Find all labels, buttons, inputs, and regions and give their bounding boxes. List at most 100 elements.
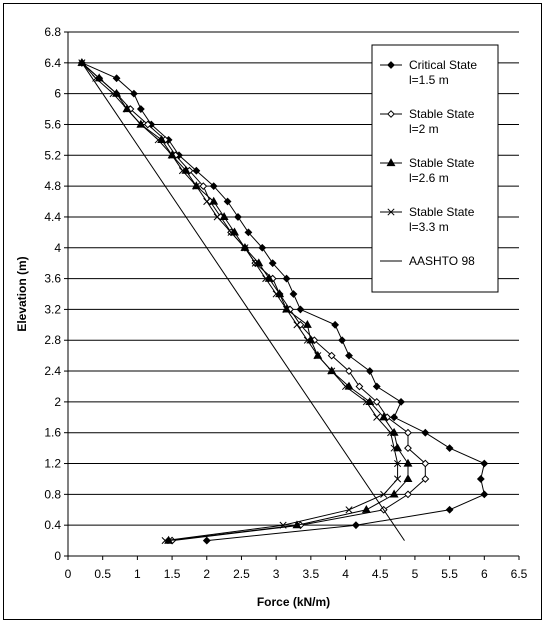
- x-tick-label: 2.5: [233, 567, 250, 581]
- data-point: [404, 490, 412, 499]
- y-tick-label: 2.8: [44, 333, 61, 347]
- data-point: [338, 336, 346, 345]
- y-tick-label: 0.8: [44, 487, 61, 501]
- data-point: [251, 259, 259, 267]
- series-group: [77, 58, 489, 545]
- data-point: [372, 382, 381, 391]
- legend-label: Stable State: [409, 205, 475, 219]
- data-point: [387, 110, 395, 118]
- data-point: [282, 274, 291, 283]
- data-point: [223, 197, 232, 206]
- data-point: [241, 244, 249, 252]
- data-point: [387, 61, 395, 69]
- data-point: [355, 382, 364, 391]
- legend-label: l=3.3 m: [409, 220, 449, 234]
- y-tick-label: 4.8: [44, 179, 61, 193]
- x-tick-label: 4.5: [372, 567, 389, 581]
- data-point: [386, 158, 396, 167]
- y-tick-label: 6.4: [44, 56, 61, 70]
- y-tick-label: 5.6: [44, 117, 61, 131]
- data-point: [328, 367, 336, 375]
- data-point: [327, 351, 336, 360]
- data-point: [199, 182, 208, 191]
- y-tick-label: 1.6: [44, 426, 61, 440]
- data-point: [130, 89, 138, 98]
- data-point: [365, 367, 374, 375]
- data-point: [380, 490, 388, 498]
- data-point: [289, 290, 298, 298]
- legend-label: Stable State: [409, 156, 475, 170]
- chart-frame: 0 0.4 0.8 1.2 1.6 2 2.4 2.8 3.2 3.6 4 4.4 4.8 5.2 5.6 6…: [3, 3, 542, 620]
- data-point: [314, 352, 322, 360]
- legend-box: [371, 44, 499, 293]
- data-point: [403, 474, 413, 483]
- y-tick-label: 1.2: [44, 457, 61, 471]
- data-point: [445, 444, 454, 453]
- series-line: [81, 62, 399, 542]
- data-point: [331, 320, 340, 329]
- data-point: [389, 489, 399, 498]
- data-point: [209, 182, 218, 191]
- data-point: [352, 521, 360, 530]
- data-point: [390, 444, 398, 452]
- data-point: [341, 382, 350, 391]
- x-tick-label: 5: [412, 567, 419, 581]
- data-point: [192, 166, 201, 175]
- data-point: [394, 459, 402, 468]
- x-tick-label: 2: [203, 567, 210, 581]
- data-point: [143, 120, 152, 129]
- data-point: [283, 305, 291, 313]
- y-tick-label: 0: [54, 549, 61, 563]
- data-point: [279, 521, 287, 529]
- data-point: [345, 506, 353, 514]
- data-point: [178, 167, 187, 175]
- data-point: [112, 74, 121, 83]
- data-point: [123, 105, 131, 113]
- y-tick-label: 2.4: [44, 364, 61, 378]
- data-point: [404, 444, 412, 453]
- series-line: [81, 62, 485, 542]
- data-point: [137, 120, 145, 129]
- legend-label: Critical State: [409, 58, 477, 72]
- y-tick-label: 4: [54, 241, 61, 255]
- y-tick-labels: 0 0.4 0.8 1.2 1.6 2 2.4 2.8 3.2 3.6 4 4.4 4.8 5.2 5.6 6…: [44, 25, 61, 563]
- data-point: [192, 182, 200, 190]
- x-tick-label: 5.5: [441, 567, 458, 581]
- x-tick-label: 4: [342, 567, 349, 581]
- data-point: [387, 208, 395, 216]
- legend-label: l=2.6 m: [409, 171, 449, 185]
- series-2: [77, 58, 430, 545]
- data-point: [219, 212, 229, 221]
- data-point: [268, 259, 277, 268]
- series-4: [78, 59, 402, 545]
- y-tick-label: 2: [54, 395, 61, 409]
- data-point: [296, 305, 305, 314]
- data-point: [361, 504, 371, 513]
- data-point: [403, 458, 413, 467]
- data-point: [213, 213, 221, 221]
- data-point: [476, 475, 485, 483]
- data-point: [345, 351, 353, 360]
- y-axis-title: Elevation (m): [15, 256, 29, 331]
- data-point: [292, 520, 302, 529]
- data-point: [136, 105, 145, 113]
- data-point: [387, 429, 395, 437]
- x-tick-label: 1: [134, 567, 141, 581]
- data-point: [262, 275, 270, 283]
- x-axis-title: Force (kN/m): [257, 595, 330, 609]
- data-point: [480, 490, 489, 499]
- data-point: [234, 213, 242, 221]
- y-tick-label: 0.4: [44, 518, 61, 532]
- data-point: [394, 475, 402, 483]
- x-tick-label: 6: [481, 567, 488, 581]
- data-point: [303, 336, 311, 344]
- x-tick-label: 3.5: [303, 567, 320, 581]
- data-point: [302, 320, 312, 328]
- data-point: [421, 475, 430, 483]
- data-point: [258, 243, 267, 252]
- data-point: [293, 321, 301, 329]
- data-point: [362, 398, 370, 406]
